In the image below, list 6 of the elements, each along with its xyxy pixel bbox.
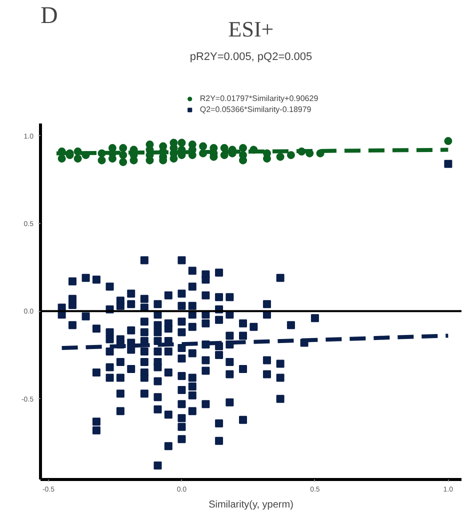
chart-subtitle: pR2Y=0.005, pQ2=0.005 (190, 51, 312, 64)
legend-label: R2Y=0.01797*Similarity+0.90629 (200, 94, 318, 103)
x-axis-title: Similarity(y, yperm) (208, 500, 294, 510)
legend-label: Q2=0.05366*Similarity-0.18979 (200, 105, 312, 114)
text: D (40, 2, 58, 29)
chart-title: ESI+ (228, 16, 274, 42)
